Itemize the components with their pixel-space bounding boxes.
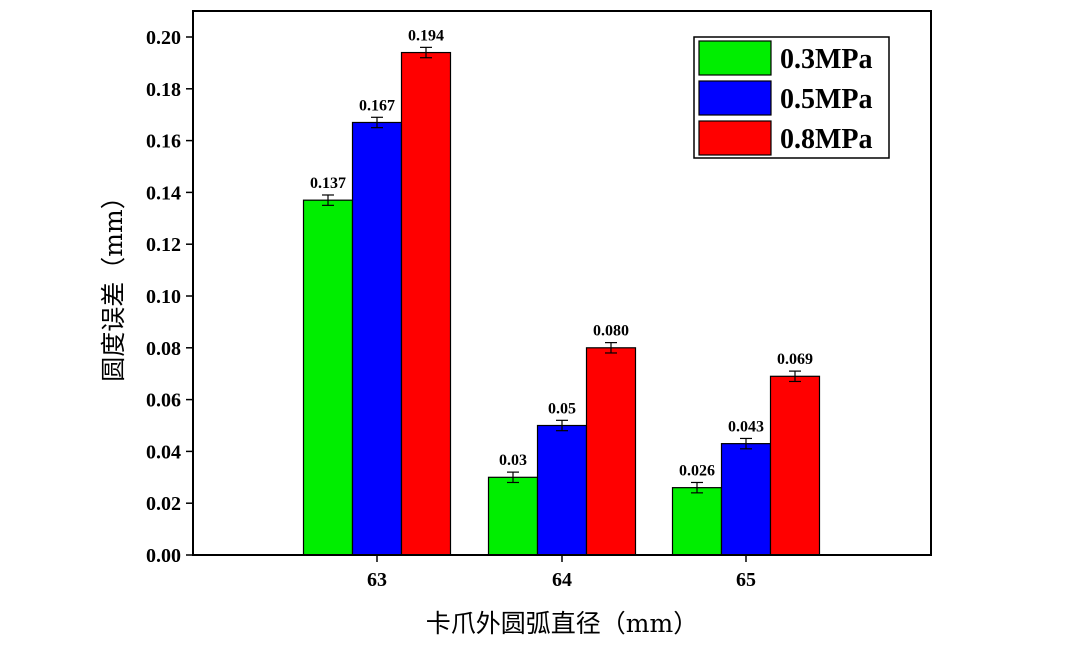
data-label-64-series-0: 0.03	[499, 452, 527, 469]
x-axis: 63 64 65	[367, 555, 756, 591]
data-label-64-series-2: 0.080	[593, 323, 629, 340]
data-label-65-series-1: 0.043	[728, 418, 764, 435]
bar-63-series-1	[351, 121, 403, 556]
legend-label-2: 0.8MPa	[780, 124, 873, 155]
data-label-65-series-0: 0.026	[679, 462, 715, 479]
bar-65-series-0	[671, 487, 723, 556]
x-tick-label-1: 64	[552, 569, 572, 591]
data-label-64-series-1: 0.05	[548, 400, 576, 417]
data-labels-layer: 0.137 0.167 0.194 0.03 0.05 0.080 0.026 0.043 0.…	[310, 27, 813, 479]
y-tick-label-4: 0.08	[146, 338, 181, 360]
y-tick-label-0: 0.00	[146, 545, 181, 567]
y-axis-title: 圆度误差（mm）	[99, 184, 128, 381]
x-tick-label-0: 63	[367, 569, 387, 591]
data-label-65-series-2: 0.069	[777, 351, 813, 368]
bar-63-series-2	[400, 51, 452, 556]
x-tick-label-2: 65	[736, 569, 756, 591]
data-label-63-series-0: 0.137	[310, 175, 346, 192]
legend: 0.3MPa 0.5MPa 0.8MPa	[693, 36, 890, 159]
y-tick-label-8: 0.16	[146, 131, 181, 153]
bar-63-series-0	[302, 199, 354, 556]
legend-label-1: 0.5MPa	[780, 84, 873, 115]
y-tick-label-9: 0.18	[146, 79, 181, 101]
bar-64-series-2	[585, 347, 637, 556]
legend-label-0: 0.3MPa	[780, 44, 873, 75]
y-axis: 0.00 0.02 0.04 0.06 0.08 0.10 0.12 0.14 0.16 0.18…	[146, 27, 193, 567]
data-label-63-series-1: 0.167	[359, 97, 395, 114]
bar-65-series-2	[769, 375, 821, 556]
legend-swatch-0	[698, 40, 772, 76]
legend-swatch-1	[698, 80, 772, 116]
y-tick-label-6: 0.12	[146, 234, 181, 256]
y-tick-label-3: 0.06	[146, 390, 181, 412]
y-tick-label-1: 0.02	[146, 493, 181, 515]
y-tick-label-10: 0.20	[146, 27, 181, 49]
y-tick-label-5: 0.10	[146, 286, 181, 308]
legend-swatch-2	[698, 120, 772, 156]
error-bars-layer	[322, 46, 801, 494]
x-axis-title: 卡爪外圆弧直径（mm）	[426, 609, 698, 638]
bar-65-series-1	[720, 443, 772, 556]
y-tick-label-7: 0.14	[146, 182, 181, 204]
bar-64-series-0	[487, 476, 539, 556]
data-label-63-series-2: 0.194	[408, 27, 444, 44]
y-tick-label-2: 0.04	[146, 441, 181, 463]
bar-64-series-1	[536, 424, 588, 556]
